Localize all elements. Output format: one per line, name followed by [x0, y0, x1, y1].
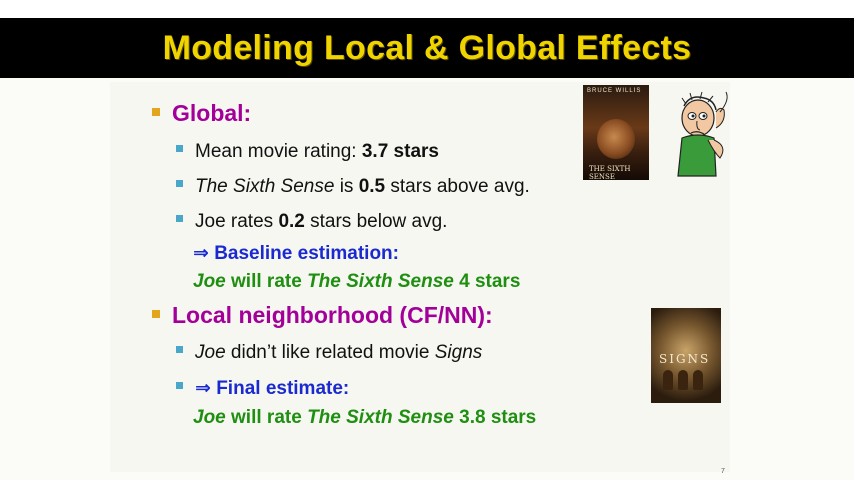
- poster-figure: [693, 370, 703, 390]
- top-strip: [0, 0, 854, 18]
- poster-bottom-text: THE SIXTH SENSE: [589, 165, 631, 180]
- bullet-square-icon: [176, 382, 183, 390]
- baseline-estimation-line: ⇒ Baseline estimation:: [193, 242, 399, 264]
- mean-rating-value: 3.7 stars: [361, 141, 439, 162]
- sixth-sense-line: The Sixth Sense is 0.5 stars above avg.: [176, 176, 530, 198]
- poster-signs-text: SIGNS: [659, 352, 711, 366]
- local-heading: Local neighborhood (CF/NN):: [152, 302, 493, 329]
- bullet-square-icon: [152, 309, 160, 318]
- confused-man-cartoon: [677, 91, 728, 177]
- sixth-sense-poster: BRUCE WILLIS THE SIXTH SENSE: [583, 85, 649, 180]
- bullet-square-icon: [152, 107, 160, 116]
- bullet-square-icon: [176, 215, 183, 223]
- slide-title: Modeling Local & Global Effects: [162, 28, 692, 67]
- poster-face-image: [597, 119, 635, 159]
- poster-figure: [678, 370, 688, 390]
- bullet-square-icon: [176, 346, 183, 354]
- bullet-square-icon: [176, 145, 183, 153]
- global-heading: Global:: [152, 100, 251, 127]
- related-movie-line: Joe didn’t like related movie Signs: [176, 342, 482, 364]
- signs-poster: SIGNS: [651, 308, 721, 403]
- page-number: 7: [721, 468, 725, 475]
- poster-top-text: BRUCE WILLIS: [587, 88, 642, 94]
- poster-figure: [663, 370, 673, 390]
- implies-arrow-icon: ⇒: [195, 377, 211, 399]
- title-bar: Modeling Local & Global Effects: [0, 18, 854, 78]
- final-result-line: Joe will rate The Sixth Sense 3.8 stars: [193, 407, 537, 428]
- mean-rating-line: Mean movie rating: 3.7 stars: [176, 141, 439, 163]
- bullet-square-icon: [176, 180, 183, 188]
- baseline-result-line: Joe will rate The Sixth Sense 4 stars: [193, 271, 521, 292]
- joe-rates-line: Joe rates 0.2 stars below avg.: [176, 211, 447, 233]
- implies-arrow-icon: ⇒: [193, 242, 209, 264]
- final-estimate-line: ⇒ Final estimate:: [176, 377, 349, 400]
